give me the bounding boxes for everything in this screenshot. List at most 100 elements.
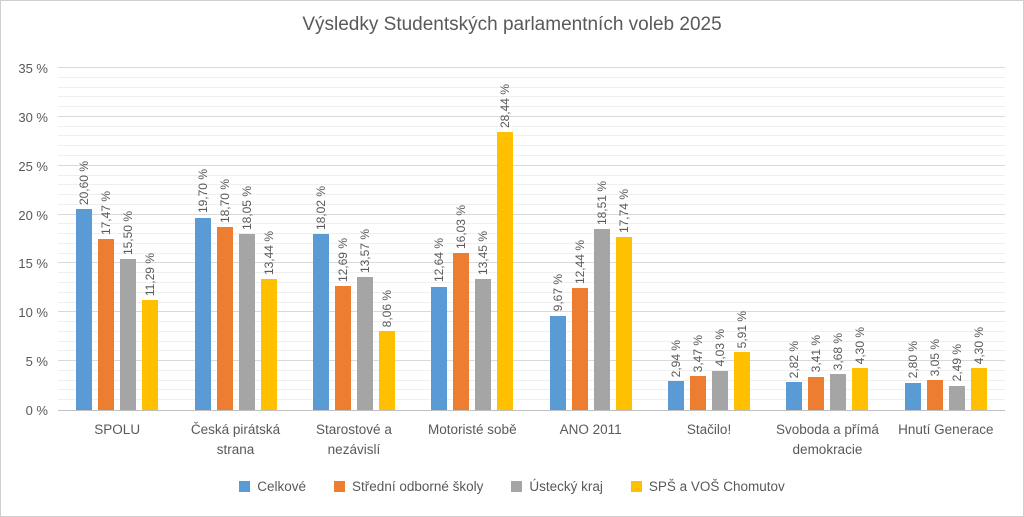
bar-group: 9,67 % 12,44 % 18,51 % 17,74 % <box>532 69 650 410</box>
bar: 11,29 % <box>142 253 159 410</box>
bar: 13,57 % <box>356 229 373 410</box>
bar: 3,41 % <box>808 335 825 410</box>
minor-gridline <box>58 203 1005 205</box>
legend-item: SPŠ a VOŠ Chomutov <box>630 479 785 494</box>
bar: 2,49 % <box>948 344 965 410</box>
bar-data-label: 28,44 % <box>498 84 513 129</box>
bar: 20,60 % <box>76 161 93 410</box>
major-gridline <box>58 164 1005 166</box>
minor-gridline <box>58 281 1005 283</box>
minor-gridline <box>58 340 1005 342</box>
minor-gridline <box>58 184 1005 186</box>
bar-data-label: 17,47 % <box>99 191 114 236</box>
minor-gridline <box>58 174 1005 176</box>
minor-gridline <box>58 194 1005 196</box>
bar: 2,80 % <box>904 341 921 410</box>
legend-item: Ústecký kraj <box>511 479 603 494</box>
legend-swatch-icon <box>239 481 251 492</box>
bar: 13,44 % <box>260 231 277 410</box>
plot-area: 20,60 % 17,47 % 15,50 % 11,29 % 19,70 % 18,70… <box>58 67 1005 411</box>
bar: 3,68 % <box>830 333 847 410</box>
y-tick-label: 15 % <box>18 256 48 272</box>
bar: 18,51 % <box>593 181 610 410</box>
bar-data-label: 18,51 % <box>594 181 609 226</box>
minor-gridline <box>58 321 1005 323</box>
bar: 17,74 % <box>615 189 632 410</box>
major-gridline <box>58 311 1005 313</box>
minor-gridline <box>58 330 1005 332</box>
bar-data-label: 11,29 % <box>143 252 158 296</box>
y-tick-label: 30 % <box>18 109 48 125</box>
category-label: ANO 2011 <box>559 422 622 437</box>
legend-item: Celkové <box>239 479 306 494</box>
bar-group: 18,02 % 12,69 % 13,57 % 8,06 % <box>295 69 413 410</box>
minor-gridline <box>58 301 1005 303</box>
major-gridline <box>58 213 1005 215</box>
bar-data-label: 17,74 % <box>616 188 631 233</box>
bar: 12,64 % <box>431 238 448 410</box>
bar: 16,03 % <box>453 205 470 410</box>
minor-gridline <box>58 272 1005 274</box>
chart-title: Výsledky Studentských parlamentních vole… <box>302 14 722 35</box>
minor-gridline <box>58 106 1005 108</box>
bar-data-label: 3,41 % <box>809 335 824 373</box>
bar-data-label: 13,57 % <box>357 229 372 274</box>
bar: 2,82 % <box>786 341 803 410</box>
minor-gridline <box>58 145 1005 147</box>
bar-data-label: 3,47 % <box>691 334 706 373</box>
bar-data-label: 8,06 % <box>379 289 394 328</box>
bar: 4,30 % <box>970 327 987 410</box>
bar-group: 2,82 % 3,41 % 3,68 % 4,30 % <box>768 69 886 410</box>
legend: Celkové Střední odborné školy Ústecký kraj… <box>1 479 1023 494</box>
bar-data-label: 3,05 % <box>927 338 942 377</box>
bar: 13,45 % <box>475 231 492 410</box>
bar-group: 20,60 % 17,47 % 15,50 % 11,29 % <box>58 69 176 410</box>
bar-data-label: 15,50 % <box>121 210 136 255</box>
bar-data-label: 9,67 % <box>550 274 565 312</box>
y-axis: 0 % 5 % 10 % 15 % 20 % 25 % 30 % 35 % <box>1 61 48 418</box>
bar: 18,70 % <box>216 179 233 410</box>
bar-data-label: 2,80 % <box>905 341 920 379</box>
bar-group: 19,70 % 18,70 % 18,05 % 13,44 % <box>176 69 294 410</box>
legend-swatch-icon <box>511 481 523 492</box>
minor-gridline <box>58 154 1005 156</box>
bar: 18,02 % <box>312 186 329 410</box>
bar: 12,69 % <box>334 238 351 410</box>
y-tick-label: 20 % <box>18 207 48 223</box>
bar: 17,47 % <box>98 191 115 410</box>
bar: 8,06 % <box>378 290 395 410</box>
bar: 2,94 % <box>668 340 685 410</box>
legend-label: SPŠ a VOŠ Chomutov <box>648 479 785 494</box>
minor-gridline <box>58 350 1005 352</box>
bar: 28,44 % <box>497 84 514 410</box>
legend-label: Celkové <box>257 479 307 494</box>
minor-gridline <box>58 291 1005 293</box>
minor-gridline <box>58 125 1005 127</box>
bar-data-label: 4,30 % <box>971 326 986 364</box>
legend-label: Střední odborné školy <box>352 479 484 494</box>
y-tick-label: 35 % <box>18 61 48 76</box>
bar-data-label: 12,64 % <box>432 238 447 283</box>
bar: 3,05 % <box>926 339 943 410</box>
minor-gridline <box>58 223 1005 225</box>
bar-group: 12,64 % 16,03 % 13,45 % 28,44 % <box>413 69 531 410</box>
minor-gridline <box>58 233 1005 235</box>
minor-gridline <box>58 242 1005 244</box>
bar-data-label: 18,05 % <box>239 185 254 230</box>
category-label: SPOLU <box>94 422 141 437</box>
bar: 4,30 % <box>852 327 869 410</box>
major-gridline <box>58 115 1005 117</box>
bar: 9,67 % <box>549 274 566 410</box>
major-gridline <box>58 67 1005 68</box>
bar-data-label: 18,02 % <box>313 185 328 230</box>
x-axis-category-labels: SPOLU Česká pirátská strana Starostové a n… <box>58 420 1005 459</box>
bar-data-label: 4,30 % <box>853 326 868 364</box>
bar-group: 2,94 % 3,47 % 4,03 % 5,91 % <box>650 69 768 410</box>
bar-data-label: 5,91 % <box>735 310 750 349</box>
y-tick-label: 0 % <box>25 403 48 418</box>
bar-data-label: 20,60 % <box>77 160 92 205</box>
bar: 18,05 % <box>238 186 255 410</box>
bar-data-label: 19,70 % <box>195 169 210 214</box>
category-label: Motoristé sobě <box>428 422 517 437</box>
